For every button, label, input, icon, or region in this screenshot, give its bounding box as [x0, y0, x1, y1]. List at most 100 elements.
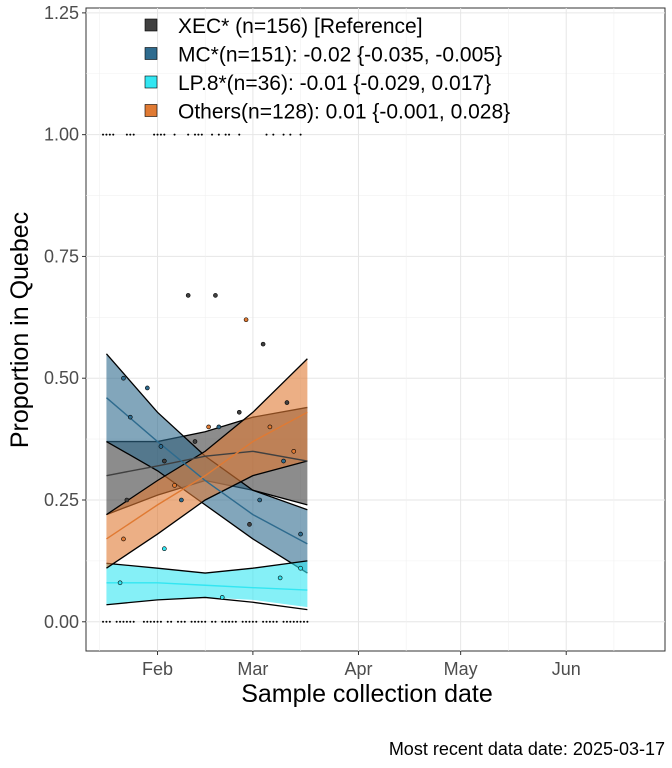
- rug-point-zero: [214, 620, 217, 623]
- observed-point: [236, 410, 242, 415]
- observed-point: [247, 522, 252, 527]
- band-lower-edge: [106, 460, 308, 569]
- y-axis-ticks: 0.00 0.25 0.50 0.75 1.00 1.25: [44, 3, 86, 632]
- band-upper-edge: [106, 358, 308, 516]
- confidence-bands: [105, 353, 308, 611]
- rug-point-one: [129, 133, 132, 136]
- rug-point-one: [112, 133, 115, 136]
- rug-point-zero: [211, 620, 214, 623]
- rug-point-zero: [289, 620, 292, 623]
- observed-point: [172, 483, 177, 488]
- rug-point-zero: [183, 620, 186, 623]
- x-tick-label: May: [444, 659, 478, 679]
- rug-point-zero: [108, 620, 111, 623]
- rug-point-one: [173, 133, 176, 136]
- observed-point: [281, 458, 286, 464]
- y-tick-label: 0.00: [44, 612, 79, 632]
- rug-point-zero: [245, 620, 248, 623]
- grid-lines: [86, 8, 665, 651]
- rug-point-zero: [302, 620, 305, 623]
- rug-point-zero: [268, 620, 271, 623]
- observed-point: [291, 448, 297, 454]
- rug-point-zero: [149, 620, 152, 623]
- observed-point: [277, 575, 283, 581]
- rug-point-zero: [132, 620, 135, 623]
- observed-point: [179, 497, 184, 503]
- rug-point-zero: [159, 620, 162, 623]
- observed-point: [206, 424, 211, 430]
- x-tick-label: Feb: [142, 659, 173, 679]
- rug-point-one: [299, 133, 302, 136]
- rug-point-one: [197, 133, 200, 136]
- band-lower-edge: [106, 596, 308, 611]
- legend-key: [144, 104, 158, 117]
- x-tick-label: Jun: [552, 659, 581, 679]
- trend-lines: [105, 397, 308, 591]
- rug-point-zero: [296, 620, 299, 623]
- rug-point-zero: [292, 620, 295, 623]
- rug-point-zero: [193, 620, 196, 623]
- rug-point-zero: [115, 620, 118, 623]
- rug-point-zero: [262, 620, 265, 623]
- observed-point: [121, 536, 126, 542]
- legend-key: [144, 75, 158, 89]
- rug-point-zero: [248, 620, 251, 623]
- observed-point: [284, 400, 290, 405]
- rug-point-one: [163, 133, 166, 136]
- observed-point: [145, 385, 150, 391]
- rug-point-one: [193, 133, 196, 136]
- rug-point-zero: [231, 620, 234, 623]
- legend-label: MC*(n=151): -0.02 {-0.035, -0.005}: [178, 44, 502, 67]
- observed-point: [219, 595, 225, 600]
- rug-point-zero: [221, 620, 224, 623]
- rug-point-one: [224, 133, 227, 136]
- mean-line-lp8: [106, 582, 308, 591]
- observed-point: [243, 317, 249, 323]
- rug-point-one: [187, 133, 190, 136]
- observed-point: [267, 424, 273, 430]
- rug-point-zero: [119, 620, 122, 623]
- observed-points: [117, 293, 303, 600]
- rug-point-one: [105, 133, 108, 136]
- legend-label: XEC* (n=156) [Reference]: [178, 15, 423, 38]
- rug-point-zero: [306, 620, 309, 623]
- rug-point-one: [102, 133, 105, 136]
- plot-panel: [85, 7, 666, 652]
- legend-key: [144, 18, 158, 32]
- observed-point: [216, 424, 222, 430]
- observed-point: [298, 565, 303, 571]
- rug-point-zero: [197, 620, 200, 623]
- rug-point-one: [265, 133, 268, 136]
- rug-point-zero: [170, 620, 173, 623]
- rug-point-zero: [204, 620, 207, 623]
- band-others: [106, 358, 308, 569]
- rug-point-one: [108, 133, 111, 136]
- x-axis-ticks: Feb Mar Apr May Jun: [142, 651, 581, 679]
- rug-point-one: [217, 133, 220, 136]
- rug-point-zero: [200, 620, 203, 623]
- rug-point-one: [200, 133, 203, 136]
- observed-point: [257, 497, 263, 503]
- mean-line-others: [106, 411, 308, 540]
- rug-point-zero: [299, 620, 302, 623]
- y-tick-label: 1.25: [44, 3, 79, 23]
- observed-point: [185, 293, 191, 298]
- rug-point-zero: [265, 620, 268, 623]
- observed-point: [213, 293, 218, 298]
- rug-point-zero: [146, 620, 149, 623]
- rug-point-zero: [251, 620, 254, 623]
- rug-point-zero: [166, 620, 169, 623]
- rug-point-zero: [153, 620, 156, 623]
- rug-point-zero: [176, 620, 179, 623]
- rug-point-one: [153, 133, 156, 136]
- x-tick-label: Apr: [344, 659, 372, 679]
- rug-point-zero: [224, 620, 227, 623]
- observed-point: [298, 531, 303, 537]
- band-upper-edge: [106, 560, 308, 574]
- rug-point-zero: [156, 620, 159, 623]
- legend-key: [144, 47, 158, 60]
- mean-line-xec: [106, 450, 308, 477]
- y-tick-label: 0.25: [44, 490, 79, 510]
- mean-line-mc: [105, 397, 308, 545]
